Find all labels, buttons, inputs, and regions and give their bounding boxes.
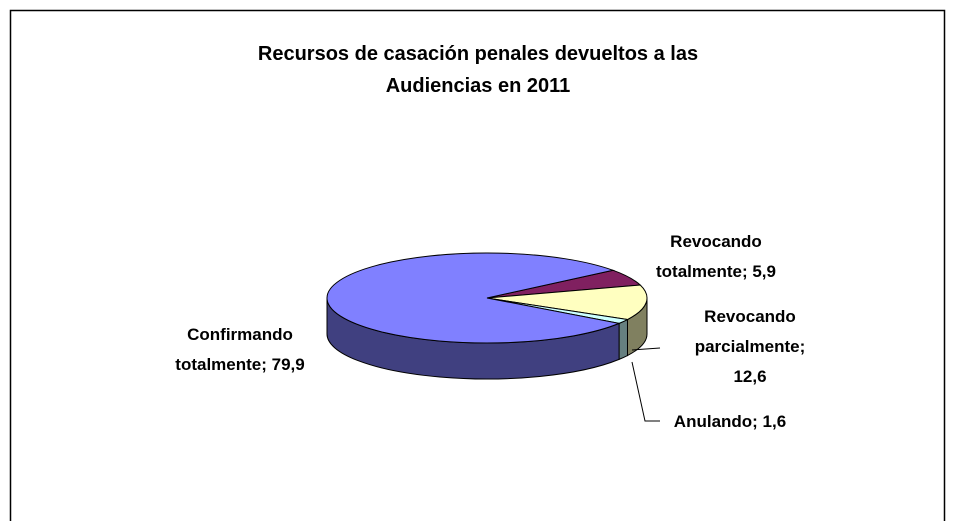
- chart-title: Recursos de casación penales devueltos a…: [258, 43, 698, 97]
- slice: [486, 284, 648, 321]
- chart-frame: [9, 9, 946, 521]
- slice: [326, 252, 621, 344]
- data-label: Anulando; 1,6: [674, 412, 786, 431]
- data-label: Confirmando totalmente; 79,9: [175, 325, 304, 374]
- data-label: Revocando totalmente; 5,9: [656, 232, 776, 281]
- leader-line: [631, 347, 661, 351]
- data-label: Revocando parcialmente; 12,6: [695, 307, 806, 386]
- leader-line: [631, 361, 660, 422]
- slice-side: [618, 318, 628, 361]
